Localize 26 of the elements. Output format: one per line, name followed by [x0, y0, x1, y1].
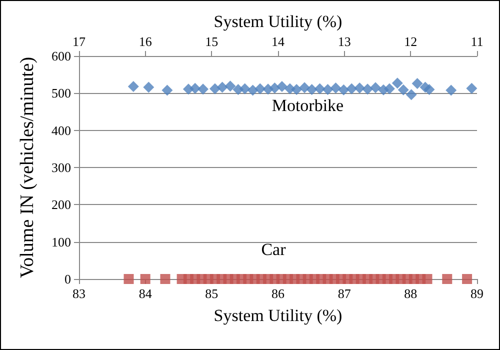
x-tick-label: 83 — [72, 286, 86, 301]
y-tick-label: 300 — [52, 160, 71, 175]
x-tick-label: 89 — [470, 286, 484, 301]
x-tick-label: 85 — [205, 286, 218, 301]
x2-tick-label: 11 — [470, 34, 484, 49]
y-tick-label: 600 — [52, 48, 71, 64]
x-tick-label: 88 — [404, 286, 418, 301]
x2-tick-label: 14 — [272, 34, 285, 49]
y-tick-label: 100 — [52, 234, 71, 250]
x2-axis-title: System Utility (%) — [214, 12, 342, 31]
x-axis-title: System Utility (%) — [214, 306, 342, 325]
x-tick-label: 84 — [138, 286, 152, 301]
y-tick-label: 500 — [52, 86, 71, 101]
x-tick-label: 86 — [272, 286, 285, 301]
x2-tick-label: 17 — [72, 34, 86, 49]
x2-tick-label: 13 — [338, 34, 351, 49]
series-label: Motorbike — [272, 96, 344, 116]
series-label: Car — [261, 240, 286, 259]
y-tick-label: 400 — [52, 122, 71, 138]
x2-tick-label: 16 — [138, 34, 152, 49]
x2-tick-label: 12 — [404, 34, 418, 49]
x-tick-label: 87 — [338, 286, 352, 301]
y-tick-label: 0 — [64, 272, 71, 286]
y-axis-title: Volume IN (vehicles/minute) — [17, 56, 38, 278]
y-tick-label: 200 — [52, 197, 71, 212]
x2-tick-label: 15 — [205, 34, 218, 49]
